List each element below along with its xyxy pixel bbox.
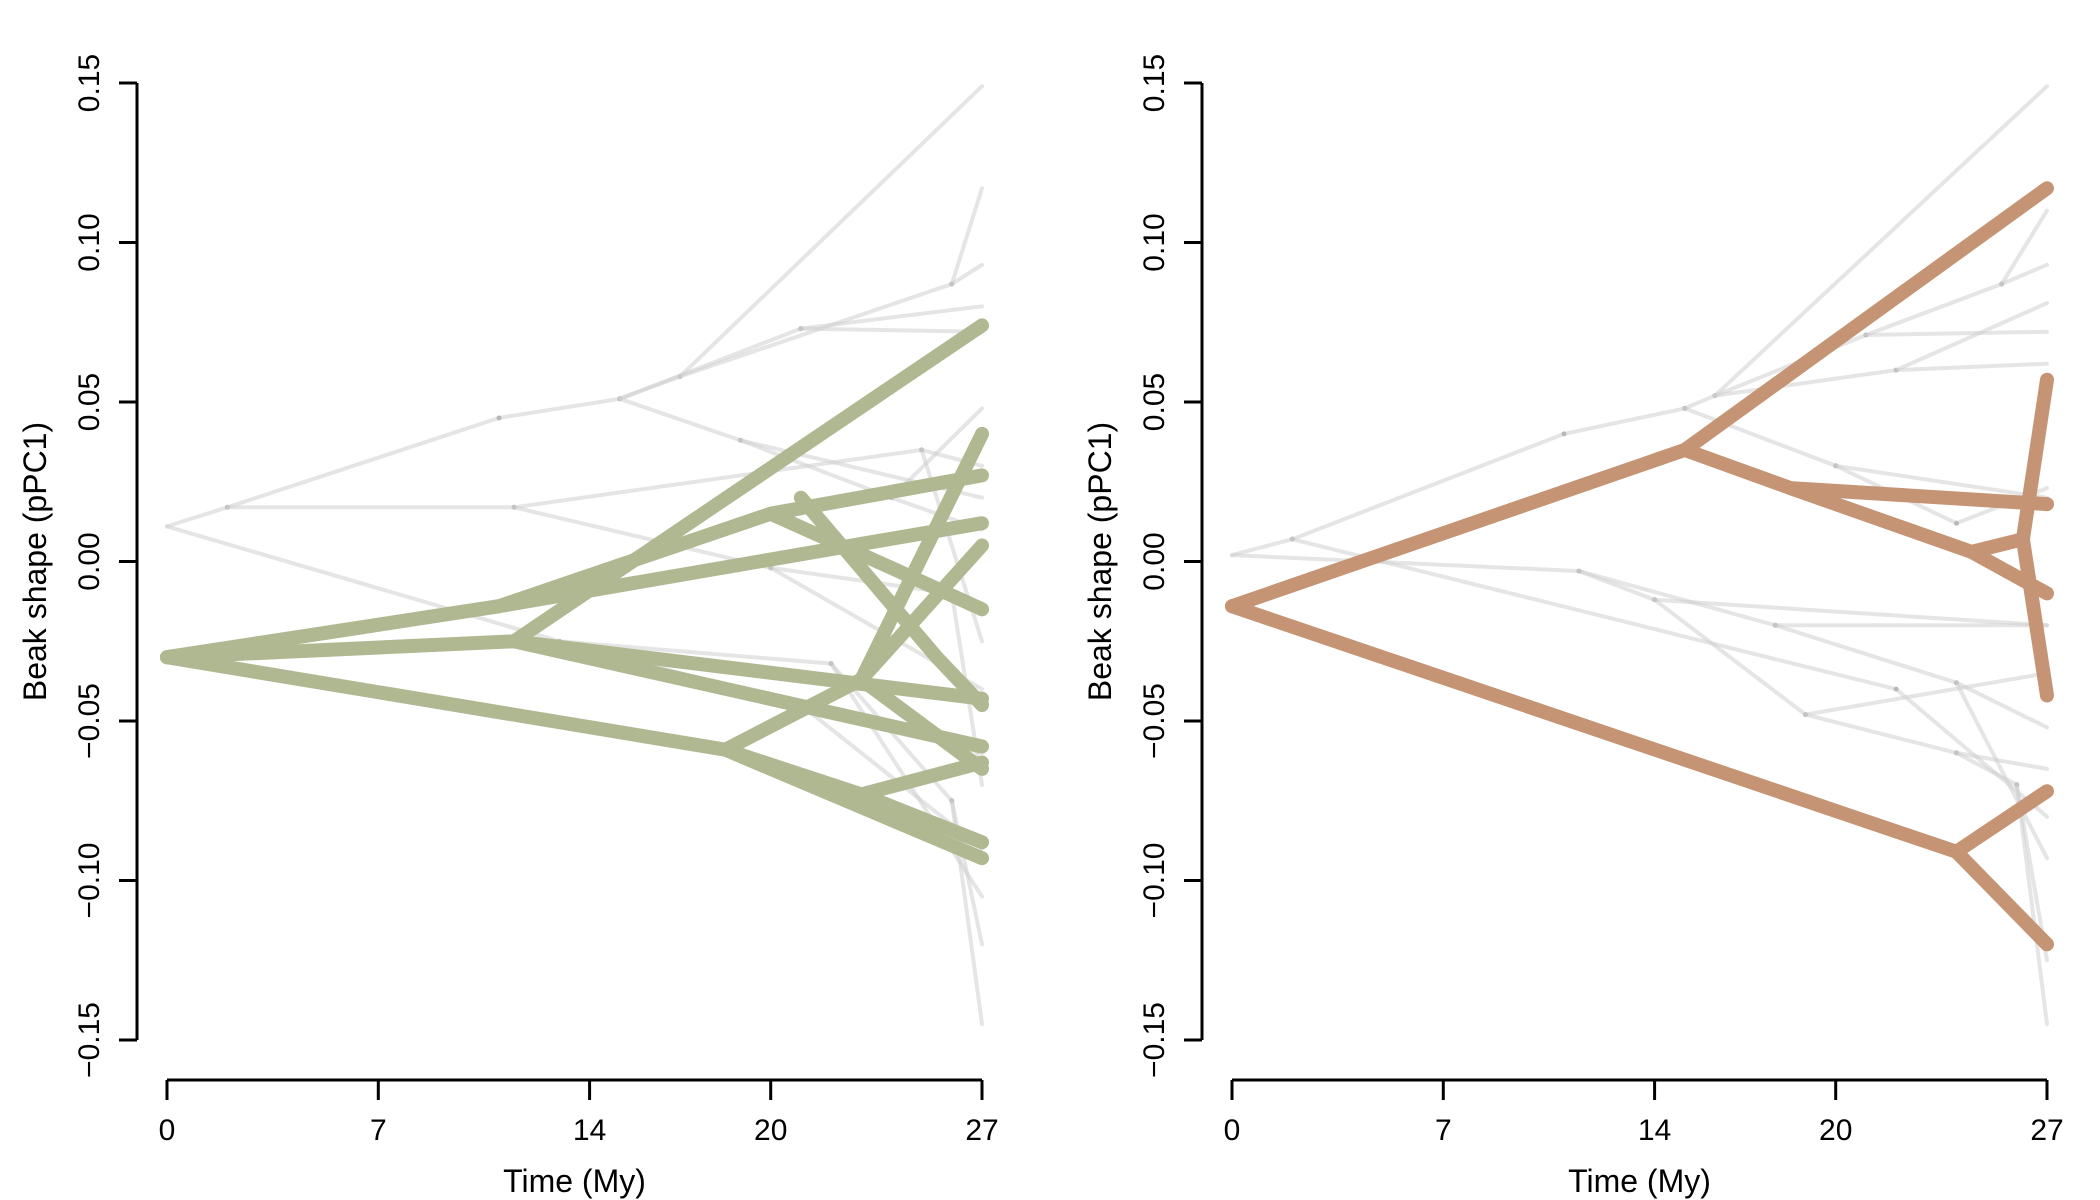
highlighted-branches [160, 318, 989, 866]
right-phenogram-panel: −0.15 −0.10 −0.05 0.00 0.05 0.10 0.15 Beak shap… [1082, 54, 2064, 1199]
y-axis: −0.15 −0.10 −0.05 0.00 0.05 0.10 0.15 Beak shap… [17, 54, 139, 1078]
highlighted-branch [793, 490, 989, 712]
y-tick-label: −0.15 [73, 1002, 106, 1078]
background-branches [1230, 84, 2049, 1026]
background-branch [1894, 301, 2049, 373]
highlighted-branch [1225, 599, 2054, 859]
branch-node [1953, 520, 1959, 526]
background-branch [1290, 537, 2049, 819]
y-tick-label: 0.00 [73, 532, 106, 590]
x-axis-title: Time (My) [1568, 1163, 1711, 1199]
highlighted-branch [507, 634, 989, 754]
x-tick-label: 7 [370, 1114, 387, 1147]
y-tick-label: 0.00 [1138, 532, 1171, 590]
background-branch [949, 262, 984, 286]
background-branch [1803, 712, 2049, 771]
highlighted-branch [160, 516, 989, 665]
y-tick-label: 0.15 [1138, 54, 1171, 112]
highlighted-branches [1225, 181, 2054, 952]
highlighted-branch [1783, 372, 2054, 559]
x-axis: 0 7 14 20 27 Time (My) [159, 1078, 999, 1199]
highlighted-branch [507, 634, 989, 706]
x-tick-label: 7 [1435, 1114, 1452, 1147]
x-axis: 0 7 14 20 27 Time (My) [1224, 1078, 2064, 1199]
x-tick-label: 14 [1638, 1114, 1671, 1147]
highlighted-branch [2015, 532, 2054, 703]
left-phenogram-panel: −0.15 −0.10 −0.05 0.00 0.05 0.10 0.15 Beak shap… [17, 54, 999, 1199]
y-tick-label: −0.10 [1138, 843, 1171, 919]
background-branch [1230, 84, 2049, 558]
highlighted-branch [854, 538, 989, 687]
y-tick-label: 0.10 [73, 213, 106, 271]
background-branch [225, 84, 984, 510]
highlighted-branch [763, 506, 989, 617]
highlighted-branch [1949, 844, 2054, 952]
y-tick-label: 0.05 [73, 373, 106, 431]
y-axis-title: Beak shape (pPC1) [1082, 422, 1118, 701]
x-tick-label: 20 [1819, 1114, 1852, 1147]
highlighted-branch [854, 672, 989, 776]
background-branch [1954, 680, 2049, 730]
y-tick-label: 0.05 [1138, 373, 1171, 431]
y-axis: −0.15 −0.10 −0.05 0.00 0.05 0.10 0.15 Beak shap… [1082, 54, 1204, 1078]
y-tick-label: −0.15 [1138, 1002, 1171, 1078]
x-axis-title: Time (My) [503, 1163, 646, 1199]
x-tick-label: 0 [159, 1114, 176, 1147]
background-branch [798, 304, 984, 331]
x-tick-label: 20 [754, 1114, 787, 1147]
x-tick-label: 0 [1224, 1114, 1241, 1147]
highlighted-branch [1964, 544, 2054, 601]
y-tick-label: 0.10 [1138, 213, 1171, 271]
x-tick-label: 14 [573, 1114, 606, 1147]
y-tick-label: 0.15 [73, 54, 106, 112]
highlighted-branch [854, 787, 989, 850]
y-tick-label: −0.05 [73, 683, 106, 759]
y-tick-label: −0.10 [73, 843, 106, 919]
highlighted-branch [1677, 442, 2054, 512]
background-branch [1999, 262, 2049, 286]
y-axis-title: Beak shape (pPC1) [17, 422, 53, 701]
x-tick-label: 27 [2030, 1114, 2063, 1147]
background-branch [1230, 553, 2049, 628]
branch-node [1893, 686, 1899, 692]
background-branch [1682, 406, 2049, 500]
branch-node [496, 415, 502, 421]
highlighted-branch [1225, 181, 2054, 614]
y-tick-label: −0.05 [1138, 683, 1171, 759]
x-tick-label: 27 [965, 1114, 998, 1147]
branch-node [1561, 431, 1567, 437]
